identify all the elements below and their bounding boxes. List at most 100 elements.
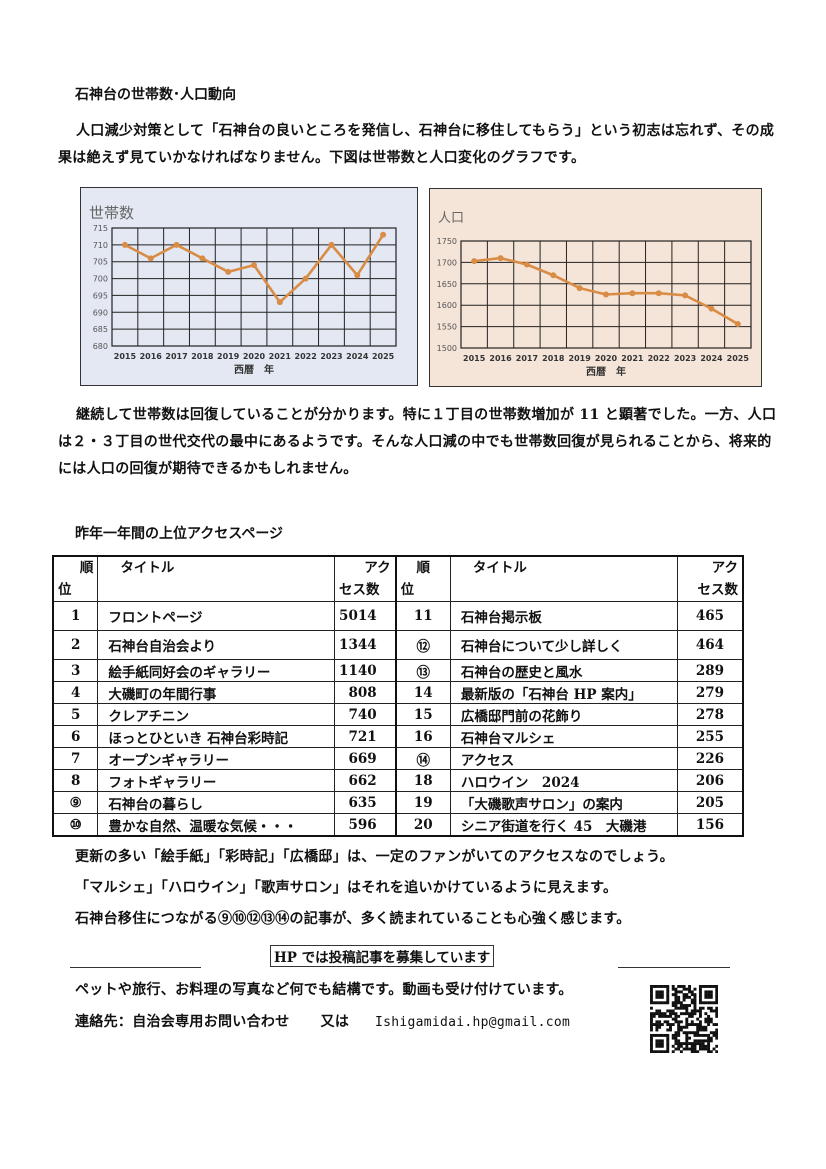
- cell-count: 279: [676, 681, 744, 704]
- cell-count: 226: [676, 747, 744, 770]
- cell-count: 635: [334, 791, 397, 814]
- x-tick-label: 2015: [463, 354, 486, 363]
- cell-title[interactable]: フォトギャラリー: [97, 769, 336, 792]
- cell-title[interactable]: オープンギャラリー: [97, 747, 336, 770]
- data-point: [121, 241, 128, 248]
- qr-code-icon[interactable]: [650, 985, 718, 1053]
- cell-count: 464: [676, 630, 744, 660]
- cell-rank: 18: [395, 769, 451, 792]
- data-point: [302, 275, 309, 282]
- cell-title[interactable]: 大磯町の年間行事: [97, 681, 336, 704]
- table-row: 8 フォトギャラリー 662 18 ハロウイン 2024 206: [52, 769, 744, 792]
- data-point: [497, 255, 504, 262]
- households-chart: 世帯数 680 685 690 695 700 705 710 715 2015 2016 2017 2…: [80, 187, 418, 386]
- table-row: 3 絵手紙同好会のギャラリー 1140 ⑬ 石神台の歴史と風水 289: [52, 659, 744, 682]
- y-tick-label: 1600: [437, 301, 457, 310]
- cell-rank: 15: [395, 703, 451, 726]
- x-tick-label: 2024: [700, 354, 723, 363]
- x-tick-label: 2018: [191, 352, 214, 361]
- x-tick-label: 2017: [516, 354, 538, 363]
- cell-rank: ⑫: [395, 630, 451, 660]
- data-point: [225, 268, 232, 275]
- cell-rank: 3: [52, 659, 99, 682]
- cell-title[interactable]: ほっとひといき 石神台彩時記: [97, 725, 336, 748]
- cell-count: 156: [676, 813, 744, 837]
- cell-title[interactable]: 石神台について少し詳しく: [449, 630, 678, 660]
- cell-title[interactable]: 石神台掲示板: [449, 601, 678, 631]
- cell-count: 1140: [334, 659, 397, 682]
- intro-paragraph: 人口減少対策として「石神台の良いところを発信し、石神台に移住してもらう」という初…: [58, 123, 775, 166]
- y-tick-label: 1650: [437, 280, 457, 289]
- email-link[interactable]: Ishigamidai.hp@gmail.com: [375, 1015, 571, 1030]
- cell-count: 206: [676, 769, 744, 792]
- cell-title[interactable]: 石神台マルシェ: [449, 725, 678, 748]
- table-header-row: 順位 タイトル アク セス数 順位 タイトル アク セス数: [52, 555, 744, 602]
- cell-title[interactable]: 石神台の歴史と風水: [449, 659, 678, 682]
- x-tick-label: 2023: [320, 352, 342, 361]
- note-3: 石神台移住につながる⑨⑩⑫⑬⑭の記事が、多く読まれていることも心強く感じます。: [75, 911, 631, 927]
- cell-rank: 6: [52, 725, 99, 748]
- x-tick-label: 2019: [217, 352, 240, 361]
- cell-title[interactable]: 「大磯歌声サロン」の案内: [449, 791, 678, 814]
- cell-rank: ⑨: [52, 791, 99, 814]
- cell-title[interactable]: 石神台自治会より: [97, 630, 336, 660]
- y-tick-label: 1750: [437, 237, 457, 246]
- cell-count: 465: [676, 601, 744, 631]
- cell-title[interactable]: クレアチニン: [97, 703, 336, 726]
- header-count: アク セス数: [676, 555, 744, 602]
- data-point: [354, 272, 361, 279]
- data-point: [550, 272, 557, 279]
- data-point: [199, 255, 206, 262]
- data-point: [603, 291, 609, 298]
- cell-title[interactable]: 絵手紙同好会のギャラリー: [97, 659, 336, 682]
- y-tick-label: 1550: [437, 323, 457, 332]
- cell-title[interactable]: アクセス: [449, 747, 678, 770]
- x-tick-label: 2022: [648, 354, 670, 363]
- cell-title[interactable]: 石神台の暮らし: [97, 791, 336, 814]
- cell-title[interactable]: 最新版の「石神台 HP 案内」: [449, 681, 678, 704]
- x-axis-label: 西暦 年: [234, 363, 274, 376]
- cell-count: 289: [676, 659, 744, 682]
- cell-rank: 20: [395, 813, 451, 837]
- cell-rank: 7: [52, 747, 99, 770]
- data-point: [471, 258, 478, 265]
- data-point: [251, 262, 257, 269]
- table-row: 5 クレアチニン 740 15 広橋邸門前の花飾り 278: [52, 703, 744, 726]
- data-point: [629, 290, 636, 297]
- x-tick-label: 2015: [114, 352, 137, 361]
- table-row: ⑩ 豊かな自然、温暖な気候・・・ 596 20 シニア街道を行く 45 大磯港 156: [52, 813, 744, 837]
- cell-title[interactable]: 広橋邸門前の花飾り: [449, 703, 678, 726]
- cell-count: 669: [334, 747, 397, 770]
- cell-rank: 8: [52, 769, 99, 792]
- contact-label: 連絡先：自治会専用お問い合わせ: [75, 1014, 290, 1030]
- divider-left: [70, 967, 201, 968]
- note-1: 更新の多い「絵手紙」「彩時記」「広橋邸」は、一定のファンがいてのアクセスなのでし…: [75, 849, 674, 865]
- x-tick-label: 2023: [674, 354, 696, 363]
- data-point: [523, 261, 530, 268]
- table-row: ⑨ 石神台の暮らし 635 19 「大磯歌声サロン」の案内 205: [52, 791, 744, 814]
- x-tick-label: 2025: [727, 354, 750, 363]
- header-title: タイトル: [449, 555, 678, 602]
- cell-rank: 2: [52, 630, 99, 660]
- header-rank: 順位: [52, 555, 99, 602]
- contact-line: 連絡先：自治会専用お問い合わせ 又は Ishigamidai.hp@gmail.…: [75, 1009, 570, 1036]
- plot-area: [111, 227, 397, 347]
- cell-rank: 11: [395, 601, 451, 631]
- cell-count: 721: [334, 725, 397, 748]
- x-tick-label: 2024: [346, 352, 369, 361]
- x-tick-label: 2020: [595, 354, 618, 363]
- section-heading-access: 昨年一年間の上位アクセスページ: [75, 526, 284, 542]
- table-row: 1 フロントページ 5014 11 石神台掲示板 465: [52, 601, 744, 631]
- cell-rank: 14: [395, 681, 451, 704]
- cell-rank: 5: [52, 703, 99, 726]
- cell-title[interactable]: 豊かな自然、温暖な気候・・・: [97, 813, 336, 837]
- y-tick-label: 695: [93, 291, 108, 300]
- footer-line: ペットや旅行、お料理の写真など何でも結構です。動画も受け付けています。: [75, 982, 573, 998]
- cell-title[interactable]: フロントページ: [97, 601, 336, 631]
- cell-rank: ⑩: [52, 813, 99, 837]
- cell-title[interactable]: ハロウイン 2024: [449, 769, 678, 792]
- cell-count: 740: [334, 703, 397, 726]
- cell-rank: ⑬: [395, 659, 451, 682]
- cell-title[interactable]: シニア街道を行く 45 大磯港: [449, 813, 678, 837]
- cell-count: 5014: [334, 601, 397, 631]
